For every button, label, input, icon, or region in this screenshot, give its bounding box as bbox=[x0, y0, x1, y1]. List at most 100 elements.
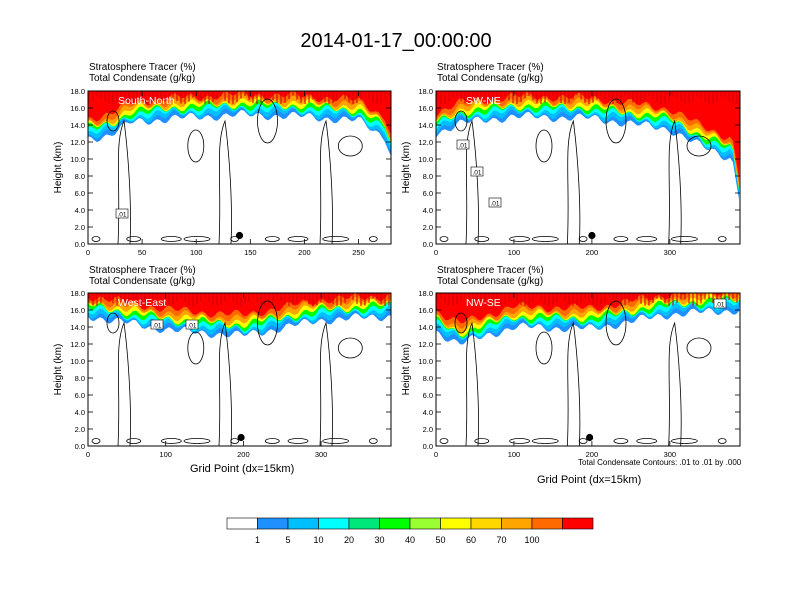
p3-tracer-speckle bbox=[376, 293, 378, 300]
p2-tracer-speckle bbox=[652, 91, 654, 99]
p2-tracer-speckle bbox=[544, 91, 546, 103]
p2-y-tick-label: 0.0 bbox=[423, 240, 433, 249]
p2-tracer-speckle bbox=[656, 91, 658, 103]
p1-y-axis-title: Height (km) bbox=[53, 142, 64, 194]
p2-tracer-speckle bbox=[688, 91, 690, 104]
p2-tracer-speckle bbox=[648, 91, 650, 96]
p2-tracer-speckle bbox=[704, 91, 706, 102]
p4-tracer-speckle bbox=[736, 293, 738, 303]
p1-contour bbox=[287, 236, 309, 242]
p2-tracer-speckle bbox=[532, 91, 534, 101]
p2-tracer-speckle bbox=[696, 91, 698, 97]
p4-x-tick-label: 100 bbox=[508, 450, 521, 459]
p1-tracer-speckle bbox=[356, 91, 358, 104]
p4-y-tick-label: 12.0 bbox=[418, 340, 433, 349]
p3-condensate-contours bbox=[91, 300, 378, 446]
p2-tracer-speckle bbox=[580, 91, 582, 100]
p1-tracer-speckle bbox=[276, 91, 278, 103]
p1-tracer-speckle bbox=[248, 91, 250, 101]
p3-contour bbox=[160, 438, 182, 444]
p3-tracer-speckle bbox=[176, 293, 178, 301]
p3-tracer-speckle bbox=[152, 293, 154, 301]
p2-y-tick-label: 12.0 bbox=[418, 138, 433, 147]
p4-tracer-speckle bbox=[468, 293, 470, 303]
p4-contour bbox=[566, 321, 581, 446]
p4-tracer-speckle bbox=[436, 293, 438, 301]
p2-tracer-speckle bbox=[716, 91, 718, 102]
p2-tracer-speckle bbox=[476, 91, 478, 98]
p1-tracer-speckle bbox=[144, 91, 146, 98]
p2-contour bbox=[509, 236, 530, 242]
p3-tracer-speckle bbox=[96, 293, 98, 306]
figure-title: 2014-01-17_00:00:00 bbox=[300, 30, 492, 52]
p2-tracer-speckle bbox=[496, 91, 498, 102]
colorbar-label: 70 bbox=[496, 535, 506, 545]
p4-tracer-band-8 bbox=[436, 293, 740, 324]
p4-tracer-speckle bbox=[464, 293, 466, 299]
p3-tracer-speckle bbox=[140, 293, 142, 306]
p1-plot-area bbox=[88, 91, 391, 244]
p3-contour bbox=[337, 337, 363, 359]
p4-panel-name: NW-SE bbox=[466, 297, 501, 309]
p4-tracer-speckle bbox=[560, 293, 562, 298]
p1-x-tick-label: 50 bbox=[138, 248, 146, 257]
p1-contour bbox=[126, 236, 142, 242]
p1-tracer-speckle bbox=[336, 91, 338, 100]
p2-x-tick-label: 200 bbox=[586, 248, 599, 257]
p4-tracer-speckle bbox=[532, 293, 534, 302]
p3-tracer-speckle bbox=[292, 293, 294, 306]
p4-tracer-speckle bbox=[524, 293, 526, 306]
panel3-x-axis-title: Grid Point (dx=15km) bbox=[190, 463, 295, 475]
p1-y-tick-label: 16.0 bbox=[70, 104, 85, 113]
p2-tracer-speckle bbox=[548, 91, 550, 99]
p3-tracer-speckle bbox=[212, 293, 214, 306]
p4-contour bbox=[636, 438, 658, 444]
p2-tracer-speckle bbox=[676, 91, 678, 99]
p1-tracer-speckle bbox=[364, 91, 366, 96]
p2-tracer-speckle bbox=[628, 91, 630, 99]
p2-condensate-contours bbox=[439, 98, 727, 244]
p3-tracer-speckle bbox=[180, 293, 182, 299]
p1-contour bbox=[91, 236, 101, 242]
p1-contour bbox=[319, 119, 333, 244]
p4-tracer-speckle bbox=[596, 293, 598, 306]
p1-tracer-band-7 bbox=[88, 91, 391, 140]
p2-y-tick-label: 6.0 bbox=[423, 189, 433, 198]
p3-tracer-speckle bbox=[124, 293, 126, 304]
colorbar-swatch bbox=[440, 517, 472, 530]
p3-tracer-speckle bbox=[244, 293, 246, 305]
panel4-label-line2: Total Condensate (g/kg) bbox=[437, 276, 544, 287]
p2-tracer-speckle bbox=[588, 91, 590, 104]
p4-tracer-speckle bbox=[728, 293, 730, 300]
p3-x-tick-label: 0 bbox=[86, 450, 90, 459]
p4-location-marker bbox=[586, 433, 594, 442]
p1-contour-label-box bbox=[115, 208, 129, 219]
p4-tracer-speckle bbox=[508, 293, 510, 302]
p1-frame bbox=[87, 90, 392, 245]
p3-frame bbox=[87, 292, 392, 447]
p1-y-tick-label: 2.0 bbox=[75, 223, 85, 232]
p2-tracer-speckle bbox=[608, 91, 610, 103]
p4-contour-label-box bbox=[713, 298, 727, 309]
p3-tracer-speckle bbox=[276, 293, 278, 298]
p2-tracer-speckle bbox=[560, 91, 562, 103]
p2-tracer-speckle bbox=[488, 91, 490, 104]
p4-condensate-contours bbox=[439, 300, 727, 446]
p2-y-tick-label: 8.0 bbox=[423, 172, 433, 181]
p4-tracer-speckle bbox=[660, 293, 662, 300]
colorbar-swatch bbox=[501, 517, 533, 530]
p2-tracer-speckle bbox=[668, 91, 670, 101]
p4-tracer-speckle bbox=[580, 293, 582, 303]
p1-tracer-speckle bbox=[128, 91, 130, 102]
p4-x-tick-label: 300 bbox=[664, 450, 677, 459]
colorbar-swatch bbox=[531, 517, 563, 530]
p2-tracer-speckle bbox=[708, 91, 710, 104]
p3-tracer-speckle bbox=[232, 293, 234, 302]
p4-tracer-speckle bbox=[688, 293, 690, 304]
p3-tracer-speckle bbox=[372, 293, 374, 299]
p2-tracer-speckle bbox=[624, 91, 626, 96]
p3-tracer-speckle bbox=[360, 293, 362, 306]
p2-contour bbox=[578, 236, 588, 242]
p2-tracer-speckle bbox=[680, 91, 682, 102]
p2-contour-label: .01 bbox=[458, 143, 467, 150]
